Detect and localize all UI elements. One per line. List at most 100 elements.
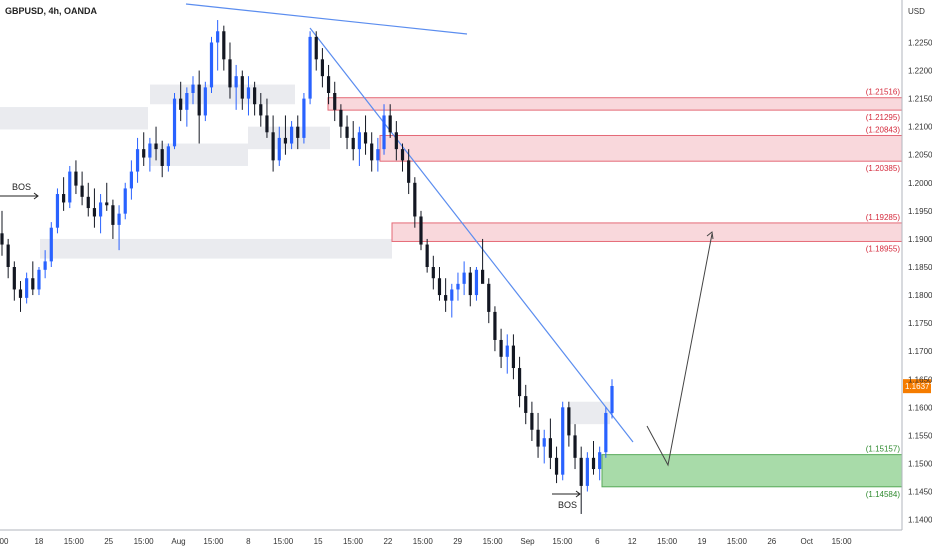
candle-body: [511, 345, 516, 369]
candle: [62, 177, 66, 211]
candle-body: [216, 31, 220, 43]
candle-body: [166, 146, 170, 166]
candle-body: [425, 244, 429, 267]
candle: [92, 188, 97, 228]
candle-body: [142, 149, 146, 158]
candle-body: [228, 59, 232, 88]
candle-body: [154, 143, 158, 150]
candle: [55, 188, 60, 234]
candle: [240, 70, 244, 110]
candle: [6, 238, 10, 279]
candle: [271, 115, 275, 172]
price-level-label: (1.21295): [866, 113, 901, 122]
candle-body: [487, 283, 491, 312]
candle: [18, 281, 23, 312]
descending-trendline: [309, 27, 634, 443]
candle-body: [370, 143, 374, 161]
y-tick-label: 1.19500: [908, 207, 932, 216]
price-level-label: (1.18955): [866, 244, 901, 253]
candle: [363, 115, 368, 155]
supply-zone: [391, 222, 903, 242]
candle-body: [253, 87, 257, 105]
x-tick-label: 15:00: [273, 537, 294, 546]
candle: [413, 177, 417, 228]
x-tick-label: 15:00: [727, 537, 748, 546]
candle: [400, 143, 405, 172]
candle: [234, 64, 238, 110]
y-tick-label: 1.16500: [908, 375, 932, 384]
candle-body: [400, 149, 405, 161]
price-level-label: (1.15157): [866, 445, 901, 454]
candle: [37, 267, 41, 296]
y-tick-label: 1.21000: [908, 123, 932, 132]
candle-body: [554, 457, 559, 475]
candle: [265, 98, 269, 138]
candle-body: [209, 42, 214, 88]
candle: [216, 20, 220, 71]
x-tick-label: 15:00: [657, 537, 678, 546]
candle: [222, 25, 226, 71]
candle-body: [474, 269, 479, 296]
candle: [117, 205, 121, 251]
supply-zone: [327, 97, 903, 111]
candle: [493, 306, 497, 352]
candle: [591, 441, 596, 475]
candle-body: [80, 185, 84, 197]
candle-body: [308, 36, 312, 99]
candle: [481, 238, 485, 284]
candle-body: [388, 115, 392, 133]
candle-body: [468, 272, 472, 296]
candle: [376, 137, 380, 172]
candle: [598, 446, 602, 481]
candle: [425, 238, 429, 273]
candle: [407, 149, 411, 195]
consolidation-zone: [40, 238, 392, 259]
candle: [505, 334, 509, 374]
candle: [197, 70, 201, 144]
candle-body: [314, 36, 318, 60]
consolidation-zone: [0, 107, 148, 130]
candle-body: [18, 289, 23, 298]
candle: [530, 401, 534, 441]
candle: [444, 278, 448, 312]
candle: [302, 93, 306, 144]
candle-body: [129, 171, 133, 189]
candle-body: [585, 457, 589, 486]
candle-body: [333, 93, 337, 110]
candle-body: [222, 31, 226, 60]
candle: [166, 143, 170, 172]
candle-body: [431, 267, 435, 279]
candle-body: [277, 137, 281, 161]
x-tick-label: 15:00: [203, 537, 224, 546]
candle-body: [283, 137, 288, 144]
x-tick-label: 22: [383, 537, 392, 546]
y-tick-label: 1.22500: [908, 38, 932, 47]
candle: [320, 48, 325, 88]
x-tick-label: 6: [595, 537, 600, 546]
candle-body: [530, 412, 534, 430]
candle: [487, 278, 491, 324]
candle: [573, 424, 577, 470]
candle: [370, 132, 374, 172]
candle: [468, 267, 472, 307]
candle: [333, 81, 337, 122]
candle: [111, 199, 115, 239]
x-tick-label: 15:00: [832, 537, 853, 546]
candle-body: [499, 339, 503, 357]
x-tick-label: 18: [34, 537, 43, 546]
candle: [579, 446, 583, 514]
candle: [49, 222, 53, 267]
currency-label: USD: [908, 7, 925, 16]
candle: [203, 81, 207, 122]
candle: [123, 182, 127, 220]
candle-body: [0, 233, 4, 245]
bos-label: BOS: [558, 500, 577, 510]
candle: [548, 418, 552, 470]
candle-body: [481, 269, 485, 284]
candle-body: [357, 132, 361, 150]
candle-body: [31, 278, 35, 290]
upper-trendline: [185, 3, 468, 35]
candle: [554, 446, 559, 484]
y-tick-label: 1.19000: [908, 235, 932, 244]
